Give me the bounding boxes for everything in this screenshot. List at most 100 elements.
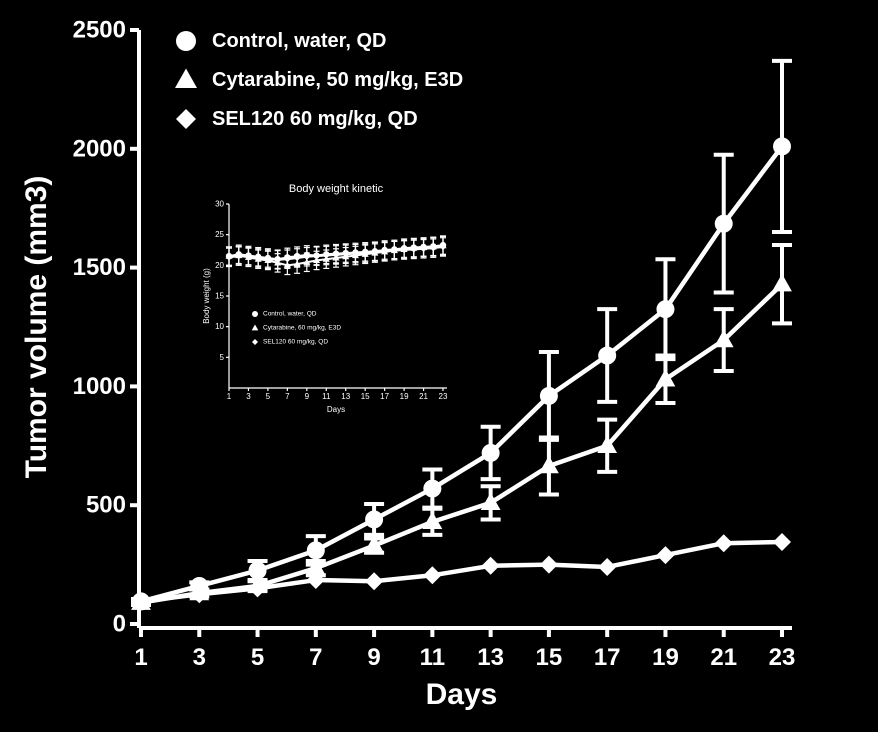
data-point: [772, 273, 792, 292]
inset-data-point: [352, 250, 359, 257]
inset-data-point: [303, 253, 311, 260]
inset-legend-marker: [251, 324, 259, 331]
inset-data-point: [400, 246, 408, 254]
data-point: [539, 555, 558, 574]
inset-x-tick-label: 11: [322, 392, 331, 401]
inset-data-point: [254, 254, 262, 262]
data-point: [539, 386, 558, 405]
inset-legend-label: Cytarabine, 60 mg/kg, E3D: [263, 325, 341, 332]
data-point: [773, 137, 791, 156]
data-point: [539, 455, 559, 474]
legend-label: SEL120 60 mg/kg, QD: [212, 108, 418, 130]
inset-legend-marker: [252, 339, 258, 345]
x-tick-label: 9: [367, 644, 380, 671]
y-tick-label: 1000: [73, 373, 126, 400]
inset-data-point: [313, 252, 320, 260]
data-point: [306, 541, 325, 560]
inset-data-point: [332, 251, 340, 259]
inset-data-point: [410, 246, 418, 253]
inset-x-tick-label: 5: [266, 392, 271, 401]
x-tick-label: 17: [594, 644, 621, 671]
x-tick-label: 5: [251, 644, 264, 671]
data-point: [481, 556, 500, 575]
data-point: [656, 546, 675, 565]
legend-marker: [176, 31, 196, 51]
inset-x-tick-label: 23: [439, 392, 448, 401]
inset-data-point: [391, 247, 398, 254]
data-point: [306, 571, 325, 590]
x-tick-label: 7: [309, 644, 322, 671]
series-line: [140, 145, 784, 604]
x-tick-label: 15: [536, 644, 563, 671]
inset-legend-label: Control, water, QD: [263, 311, 317, 318]
inset-y-tick-label: 25: [215, 230, 224, 239]
inset-data-point: [371, 248, 379, 256]
inset-data-point: [439, 243, 447, 251]
data-point: [423, 566, 442, 585]
inset-data-point: [342, 251, 349, 258]
inset-data-point: [284, 256, 291, 263]
data-point: [656, 300, 675, 319]
legend-label: Control, water, QD: [212, 30, 386, 52]
data-point: [597, 435, 618, 453]
inset-x-tick-label: 9: [305, 392, 310, 401]
data-point: [422, 511, 443, 530]
x-tick-label: 19: [652, 644, 679, 671]
x-tick-label: 1: [134, 644, 147, 671]
inset-data-point: [381, 248, 388, 255]
y-tick-label: 1500: [73, 254, 126, 281]
inset-data-point: [274, 256, 281, 264]
legend-marker: [175, 68, 197, 88]
inset-y-tick-label: 20: [215, 261, 224, 270]
x-tick-label: 21: [710, 644, 737, 671]
inset-x-tick-label: 1: [227, 392, 232, 401]
inset-chart-title: Body weight kinetic: [289, 183, 384, 195]
legend-label: Cytarabine, 50 mg/kg, E3D: [212, 69, 463, 91]
data-point: [248, 561, 267, 580]
data-point: [365, 510, 384, 529]
data-point: [132, 592, 150, 611]
inset-series-3: [225, 237, 447, 270]
inset-data-point: [235, 252, 242, 260]
inset-y-tick-label: 15: [215, 292, 224, 301]
inset-y-tick-label: 10: [215, 322, 224, 331]
inset-legend-label: SEL120 60 mg/kg, QD: [263, 339, 328, 346]
inset-data-point: [293, 254, 301, 262]
y-tick-label: 2500: [73, 17, 126, 44]
inset-y-tick-label: 30: [215, 200, 224, 209]
inset-data-point: [225, 254, 233, 261]
inset-data-point: [245, 253, 252, 260]
inset-x-tick-label: 17: [380, 392, 389, 401]
data-point: [598, 346, 617, 365]
x-tick-label: 3: [193, 644, 206, 671]
data-point: [423, 479, 442, 498]
inset-legend-marker: [252, 311, 258, 317]
inset-data-point: [430, 244, 437, 252]
y-tick-label: 500: [86, 492, 126, 519]
inset-x-tick-label: 7: [285, 392, 290, 401]
inset-y-axis-title: Body weight (g): [202, 268, 211, 324]
data-point: [598, 557, 617, 576]
series-3: [132, 533, 791, 611]
x-axis-title: Days: [426, 678, 498, 711]
data-point: [714, 214, 733, 233]
inset-x-tick-label: 21: [419, 392, 428, 401]
x-tick-label: 13: [477, 644, 504, 671]
inset-data-point: [264, 256, 272, 263]
inset-x-tick-label: 15: [361, 392, 370, 401]
data-point: [714, 534, 733, 553]
inset-x-axis-title: Days: [327, 405, 345, 414]
data-point: [190, 585, 209, 604]
x-tick-label: 23: [769, 644, 796, 671]
data-point: [365, 572, 384, 591]
series-line: [140, 539, 783, 604]
data-point: [481, 443, 500, 462]
inset-data-point: [323, 252, 330, 259]
legend-marker: [176, 109, 196, 129]
inset-x-tick-label: 13: [341, 392, 350, 401]
inset-x-tick-label: 3: [246, 392, 251, 401]
y-tick-label: 0: [113, 611, 126, 638]
